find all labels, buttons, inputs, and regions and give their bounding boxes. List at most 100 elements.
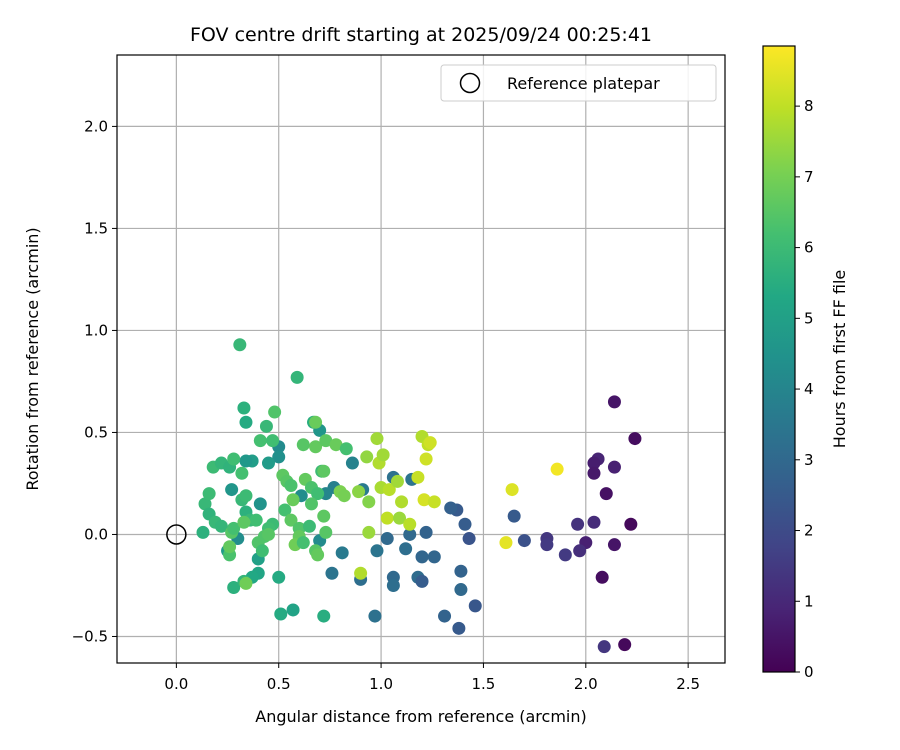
scatter-point — [362, 495, 376, 509]
colorbar-tick-label: 1 — [804, 592, 814, 610]
x-tick-label: 2.5 — [676, 675, 700, 693]
scatter-point — [214, 519, 228, 533]
scatter-point — [550, 462, 564, 476]
scatter-point — [339, 442, 353, 456]
scatter-point — [227, 581, 241, 595]
scatter-point — [290, 370, 304, 384]
colorbar-gradient — [762, 45, 796, 673]
scatter-points — [196, 338, 642, 654]
scatter-point — [386, 578, 400, 592]
scatter-point — [380, 532, 394, 546]
scatter-point — [618, 638, 632, 652]
scatter-point — [452, 621, 466, 635]
scatter-point — [403, 517, 417, 531]
scatter-point — [380, 511, 394, 525]
colorbar-tick-label: 0 — [804, 663, 814, 681]
scatter-point — [540, 538, 554, 552]
scatter-point — [227, 521, 241, 535]
scatter-point — [309, 415, 323, 429]
scatter-point — [415, 550, 429, 564]
scatter-point — [286, 493, 300, 507]
scatter-point — [296, 438, 310, 452]
scatter-point — [499, 536, 513, 550]
y-tick-label: 2.0 — [84, 117, 108, 135]
scatter-point — [198, 497, 212, 511]
colorbar-tick-label: 6 — [804, 239, 814, 257]
scatter-point — [607, 538, 621, 552]
chart-title: FOV centre drift starting at 2025/09/24 … — [190, 24, 652, 46]
scatter-point — [573, 544, 587, 558]
scatter-point — [235, 466, 249, 480]
scatter-point — [317, 509, 331, 523]
scatter-point — [571, 517, 585, 531]
scatter-point — [239, 489, 253, 503]
scatter-point — [599, 487, 613, 501]
colorbar-tick-label: 7 — [804, 168, 814, 186]
scatter-point — [239, 454, 253, 468]
scatter-point — [225, 483, 239, 497]
scatter-point — [417, 493, 431, 507]
scatter-point — [286, 603, 300, 617]
scatter-point — [268, 405, 282, 419]
scatter-point — [233, 338, 247, 352]
scatter-point — [255, 544, 269, 558]
y-tick-label: 0.0 — [84, 525, 108, 543]
x-tick-label: 0.5 — [267, 675, 291, 693]
scatter-point — [395, 495, 409, 509]
scatter-point — [444, 501, 458, 515]
y-tick-label: 1.5 — [84, 219, 108, 237]
scatter-point — [411, 470, 425, 484]
colorbar-label: Hours from first FF file — [830, 270, 849, 449]
scatter-point — [296, 536, 310, 550]
scatter-point — [253, 497, 267, 511]
scatter-point — [454, 564, 468, 578]
scatter-point — [274, 607, 288, 621]
y-axis-ticks: −0.5 0.0 0.5 1.0 1.5 2.0 — [72, 117, 117, 645]
legend-reference-marker — [459, 72, 481, 94]
scatter-point — [595, 570, 609, 584]
colorbar-tick-label: 8 — [804, 97, 814, 115]
x-tick-label: 0.0 — [164, 675, 188, 693]
scatter-point — [587, 466, 601, 480]
scatter-point — [438, 609, 452, 623]
scatter-point — [227, 452, 241, 466]
scatter-point — [317, 609, 331, 623]
scatter-point — [202, 487, 216, 501]
scatter-point — [468, 599, 482, 613]
y-tick-label: 1.0 — [84, 321, 108, 339]
scatter-point — [325, 566, 339, 580]
scatter-point — [239, 415, 253, 429]
y-tick-label: −0.5 — [72, 627, 108, 645]
scatter-point — [517, 534, 531, 548]
scatter-point — [427, 550, 441, 564]
scatter-point — [304, 497, 318, 511]
x-tick-label: 1.0 — [369, 675, 393, 693]
scatter-point — [272, 570, 286, 584]
x-tick-label: 2.0 — [574, 675, 598, 693]
scatter-point — [558, 548, 572, 562]
colorbar: 0 1 2 3 4 5 6 7 8 Hours from first FF file — [762, 45, 849, 681]
scatter-point — [272, 450, 286, 464]
scatter-point — [427, 495, 441, 509]
scatter-point — [302, 519, 316, 533]
scatter-point — [415, 574, 429, 588]
scatter-point — [237, 401, 251, 415]
scatter-point — [458, 517, 472, 531]
plot-frame — [116, 54, 726, 664]
scatter-point — [399, 542, 413, 556]
scatter-point — [370, 544, 384, 558]
x-axis-label: Angular distance from reference (arcmin) — [255, 707, 586, 726]
scatter-point — [587, 456, 601, 470]
legend-box — [440, 64, 717, 102]
reference-marker-group — [166, 524, 187, 545]
scatter-point — [249, 513, 263, 527]
scatter-point — [239, 576, 253, 590]
y-tick-label: 0.5 — [84, 423, 108, 441]
scatter-point — [423, 436, 437, 450]
scatter-point — [335, 546, 349, 560]
scatter-point — [597, 640, 611, 654]
scatter-point — [376, 448, 390, 462]
scatter-point — [309, 440, 323, 454]
scatter-point — [261, 527, 275, 541]
